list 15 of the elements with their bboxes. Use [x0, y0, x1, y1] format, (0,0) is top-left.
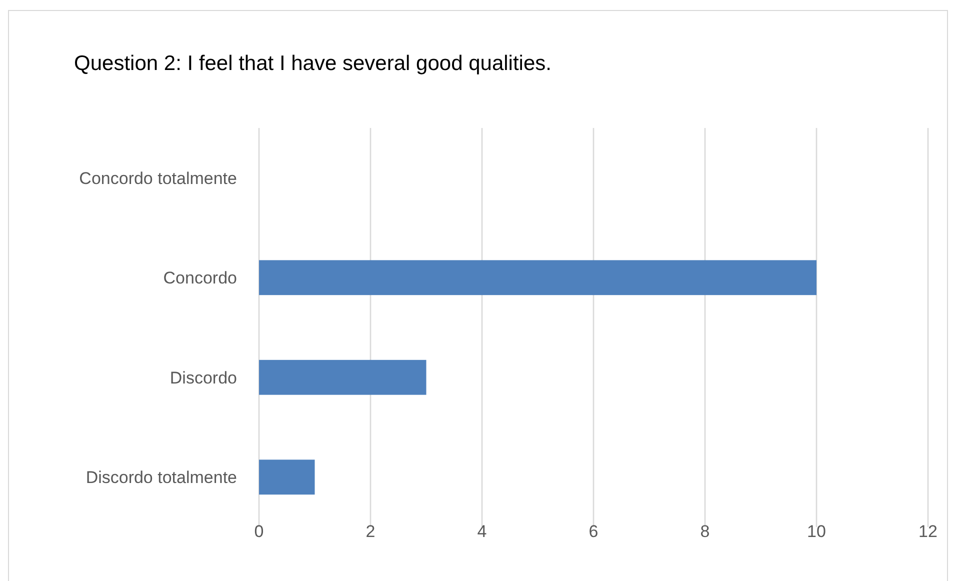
x-tick-label: 2 [366, 522, 376, 541]
chart-title: Question 2: I feel that I have several good qualities. [74, 52, 552, 75]
x-tick-label: 0 [254, 522, 264, 541]
x-tick-label: 4 [477, 522, 487, 541]
y-tick-label: Concordo [163, 268, 237, 288]
x-tick-label: 8 [700, 522, 710, 541]
bar [259, 460, 315, 495]
bar [259, 360, 426, 395]
x-tick-label: 12 [918, 522, 938, 541]
y-tick-label: Discordo totalmente [86, 468, 237, 488]
bar [259, 260, 816, 296]
x-tick-label: 10 [807, 522, 826, 541]
y-tick-label: Discordo [170, 368, 237, 388]
y-tick-label: Concordo totalmente [79, 168, 237, 188]
x-tick-label: 6 [588, 522, 598, 541]
